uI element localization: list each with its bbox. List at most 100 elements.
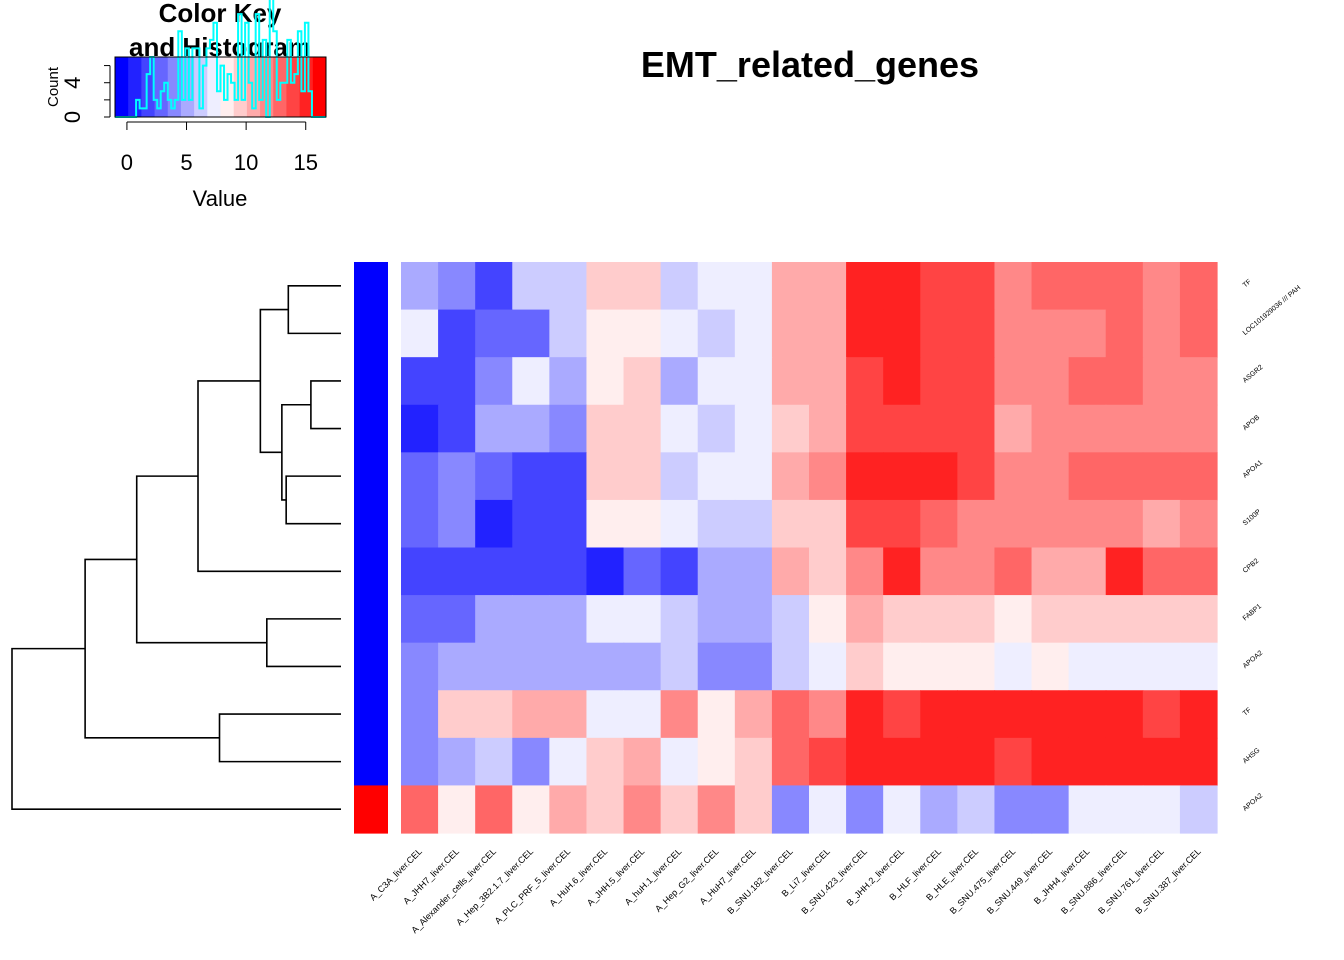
column-label: B_SNU.423_liver.CEL (799, 846, 869, 916)
heatmap-cell (734, 737, 773, 787)
heatmap-cell (1031, 404, 1070, 453)
column-label: A_Hep_G2_liver.CEL (653, 846, 721, 914)
heatmap-cell (586, 357, 625, 406)
heatmap-cell (697, 357, 736, 406)
heatmap-cell (512, 595, 550, 644)
heatmap-cell (1105, 452, 1144, 501)
heatmap-cell (1142, 737, 1181, 787)
heatmap-cell (809, 690, 847, 739)
heatmap-cell (697, 452, 736, 501)
heatmap-cell (771, 499, 810, 549)
heatmap-cell (623, 357, 662, 406)
heatmap-cell (957, 642, 996, 691)
heatmap-cell (438, 309, 476, 358)
heatmap-cell (549, 547, 588, 596)
heatmap-cell (438, 452, 476, 501)
heatmap-cell (586, 642, 625, 691)
heatmap-cell (846, 642, 884, 691)
heatmap-cell (475, 547, 513, 596)
heatmap-cell (549, 690, 588, 739)
heatmap-cell (1068, 595, 1107, 644)
heatmap-cell (549, 262, 588, 311)
color-key-band (299, 57, 314, 117)
heatmap-cell (994, 499, 1033, 549)
heatmap-cell (994, 309, 1033, 358)
heatmap-cell (809, 452, 847, 501)
heatmap-cell (623, 547, 662, 596)
heatmap-cell (660, 309, 699, 358)
heatmap-cell (734, 452, 773, 501)
color-key-histogram-line (115, 0, 326, 118)
heatmap-cell (920, 499, 958, 549)
row-label: LOC101929036 /// PAH (1242, 285, 1302, 337)
heatmap-cell (549, 785, 588, 834)
color-key-y-tick-label: 0 (60, 111, 85, 123)
heatmap-cell (623, 262, 662, 311)
heatmap-cell (1105, 499, 1144, 549)
dendrogram-branch (218, 713, 341, 763)
heatmap-cell (401, 309, 439, 358)
heatmap-cell (957, 785, 996, 834)
heatmap-cell (697, 262, 736, 311)
row-side-color (354, 595, 388, 644)
color-key-band (115, 57, 129, 117)
heatmap-cell (623, 452, 662, 501)
row-side-color (354, 452, 388, 501)
column-label: B_SNU.475_liver.CEL (948, 846, 1018, 916)
heatmap-cell (1105, 357, 1144, 406)
heatmap-cell (549, 499, 588, 549)
heatmap-cell (734, 642, 773, 691)
heatmap-cell (475, 309, 513, 358)
row-label: APOA1 (1242, 459, 1264, 479)
heatmap-cell (1179, 737, 1218, 787)
heatmap-cell (1179, 785, 1218, 834)
row-label: S100P (1242, 508, 1263, 527)
heatmap-cell (1068, 357, 1107, 406)
heatmap-cell (883, 499, 921, 549)
heatmap-cell (883, 309, 921, 358)
heatmap-cell (809, 404, 847, 453)
heatmap-cell (586, 595, 625, 644)
row-side-color (354, 690, 388, 739)
heatmap-cell (771, 737, 810, 787)
column-label: B_SNU.449_liver.CEL (985, 846, 1055, 916)
row-side-color (354, 357, 388, 406)
heatmap-cell (697, 404, 736, 453)
heatmap-cell (883, 737, 921, 787)
heatmap-cell (920, 452, 958, 501)
heatmap-cell (734, 309, 773, 358)
heatmap-cell (1031, 595, 1070, 644)
row-side-color (354, 547, 388, 596)
heatmap-cell (1142, 452, 1181, 501)
heatmap-cell (994, 452, 1033, 501)
heatmap-cell (809, 595, 847, 644)
heatmap-cell (401, 499, 439, 549)
heatmap-cell (734, 690, 773, 739)
heatmap-cell (401, 737, 439, 787)
heatmap-cell (438, 547, 476, 596)
heatmap-cell (660, 785, 699, 834)
heatmap-cell (809, 642, 847, 691)
heatmap-cell (549, 595, 588, 644)
heatmap-cell (846, 595, 884, 644)
row-side-color (354, 404, 388, 453)
heatmap-cell (1105, 309, 1144, 358)
heatmap-cell (920, 547, 958, 596)
heatmap-cell (809, 737, 847, 787)
heatmap-cell (697, 499, 736, 549)
heatmap-cell (1142, 690, 1181, 739)
heatmap-cell (1031, 309, 1070, 358)
heatmap-cell (401, 785, 439, 834)
heatmap-cell (475, 737, 513, 787)
heatmap-cell (1105, 262, 1144, 311)
heatmap-cell (771, 262, 810, 311)
heatmap-cell (734, 595, 773, 644)
heatmap-cell (846, 357, 884, 406)
color-key-y-tick-label: 4 (60, 77, 85, 89)
heatmap-cell (883, 642, 921, 691)
row-label: APOA2 (1242, 792, 1264, 812)
heatmap-cell (846, 309, 884, 358)
heatmap-cell (475, 404, 513, 453)
column-label: B_SNU.886_liver.CEL (1059, 846, 1129, 916)
heatmap-cell (957, 595, 996, 644)
